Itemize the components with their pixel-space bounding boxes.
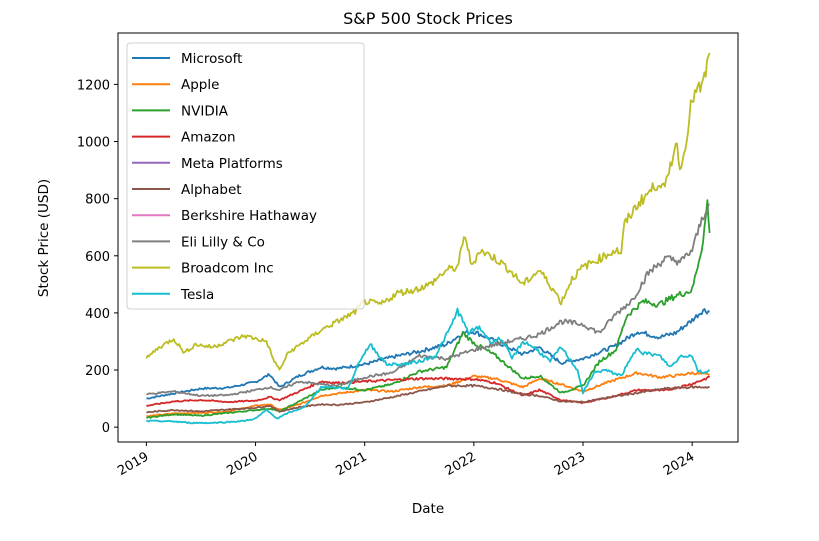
legend-item: Apple bbox=[132, 77, 219, 93]
y-axis-label: Stock Price (USD) bbox=[36, 179, 52, 297]
legend-label: Alphabet bbox=[181, 182, 242, 198]
y-axis: 0 200 400 600 800 1000 1200 bbox=[77, 78, 118, 436]
series-line-eli-lilly-co bbox=[146, 203, 710, 398]
chart-title: S&P 500 Stock Prices bbox=[343, 9, 513, 28]
series-line-tesla bbox=[146, 307, 711, 425]
legend-label: Eli Lilly & Co bbox=[181, 234, 265, 250]
plot-area bbox=[145, 52, 711, 425]
y-tick-label: 200 bbox=[85, 364, 110, 379]
legend-item: Alphabet bbox=[132, 182, 242, 198]
legend-label: NVIDIA bbox=[181, 103, 229, 119]
legend-item: Meta Platforms bbox=[132, 156, 283, 172]
y-tick-label: 600 bbox=[85, 250, 110, 265]
legend-label: Amazon bbox=[181, 130, 236, 146]
legend-label: Meta Platforms bbox=[181, 156, 283, 172]
series-line-nvidia bbox=[146, 199, 711, 419]
legend-item: Amazon bbox=[132, 130, 236, 146]
legend-box bbox=[126, 42, 365, 310]
legend-label: Microsoft bbox=[181, 51, 242, 67]
series-line-broadcom-inc bbox=[145, 52, 711, 371]
x-axis-label: Date bbox=[412, 501, 444, 517]
y-tick-label: 400 bbox=[85, 307, 110, 322]
series-line-alphabet bbox=[146, 383, 710, 414]
y-tick-label: 1000 bbox=[77, 136, 110, 151]
legend-item: Tesla bbox=[132, 287, 214, 303]
legend-label: Tesla bbox=[180, 287, 214, 303]
y-tick-label: 800 bbox=[85, 193, 110, 208]
legend-item: Broadcom Inc bbox=[132, 261, 274, 277]
y-tick-label: 1200 bbox=[77, 78, 110, 93]
legend-label: Broadcom Inc bbox=[181, 261, 274, 277]
legend-label: Apple bbox=[181, 77, 219, 93]
legend-item: Microsoft bbox=[132, 51, 242, 67]
legend-item: Eli Lilly & Co bbox=[132, 234, 265, 250]
legend-item: NVIDIA bbox=[132, 103, 229, 119]
series-line-microsoft bbox=[146, 308, 710, 400]
legend-item: Berkshire Hathaway bbox=[132, 208, 317, 224]
legend: Microsoft Apple NVIDIA Amazon Meta Platforms… bbox=[126, 42, 365, 310]
y-tick-label: 0 bbox=[102, 421, 110, 436]
legend-label: Berkshire Hathaway bbox=[181, 208, 317, 224]
axes-frame bbox=[117, 32, 739, 443]
